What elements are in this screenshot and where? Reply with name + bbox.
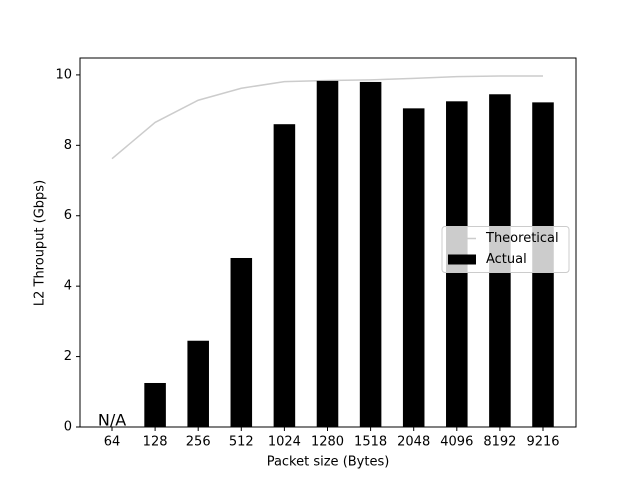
legend-label: Actual xyxy=(486,252,527,267)
y-tick-label: 2 xyxy=(64,349,72,364)
y-tick-label: 8 xyxy=(64,138,72,153)
plot-frame xyxy=(79,57,577,428)
x-axis-label: Packet size (Bytes) xyxy=(267,455,390,470)
x-tick-label: 128 xyxy=(143,435,168,450)
x-tick-label: 1518 xyxy=(354,435,387,450)
legend-label: Theoretical xyxy=(485,231,559,246)
x-tick-label: 1024 xyxy=(268,435,301,450)
bar xyxy=(144,382,166,427)
x-tick-label: 4096 xyxy=(440,435,473,450)
line xyxy=(111,75,543,160)
bar xyxy=(273,124,296,428)
x-tick-label: 512 xyxy=(229,435,254,450)
bar xyxy=(402,108,425,427)
y-axis-label: L2 Throuput (Gbps) xyxy=(33,180,48,306)
x-tick-label: 256 xyxy=(186,435,211,450)
x-tick-label: 64 xyxy=(104,435,121,450)
bar xyxy=(316,80,339,428)
bar xyxy=(187,340,209,427)
y-tick-label: 0 xyxy=(64,420,72,435)
bar xyxy=(359,81,382,427)
x-tick-label: 9216 xyxy=(526,435,559,450)
x-tick-label: 1280 xyxy=(311,435,344,450)
y-tick-label: 6 xyxy=(64,208,72,223)
y-tick-label: 10 xyxy=(55,67,72,82)
bar xyxy=(230,257,253,427)
annotation: N/A xyxy=(98,411,126,430)
legend-swatch xyxy=(448,254,476,265)
y-tick-label: 4 xyxy=(64,279,72,294)
x-tick-label: 8192 xyxy=(483,435,516,450)
x-tick-label: 2048 xyxy=(397,435,430,450)
